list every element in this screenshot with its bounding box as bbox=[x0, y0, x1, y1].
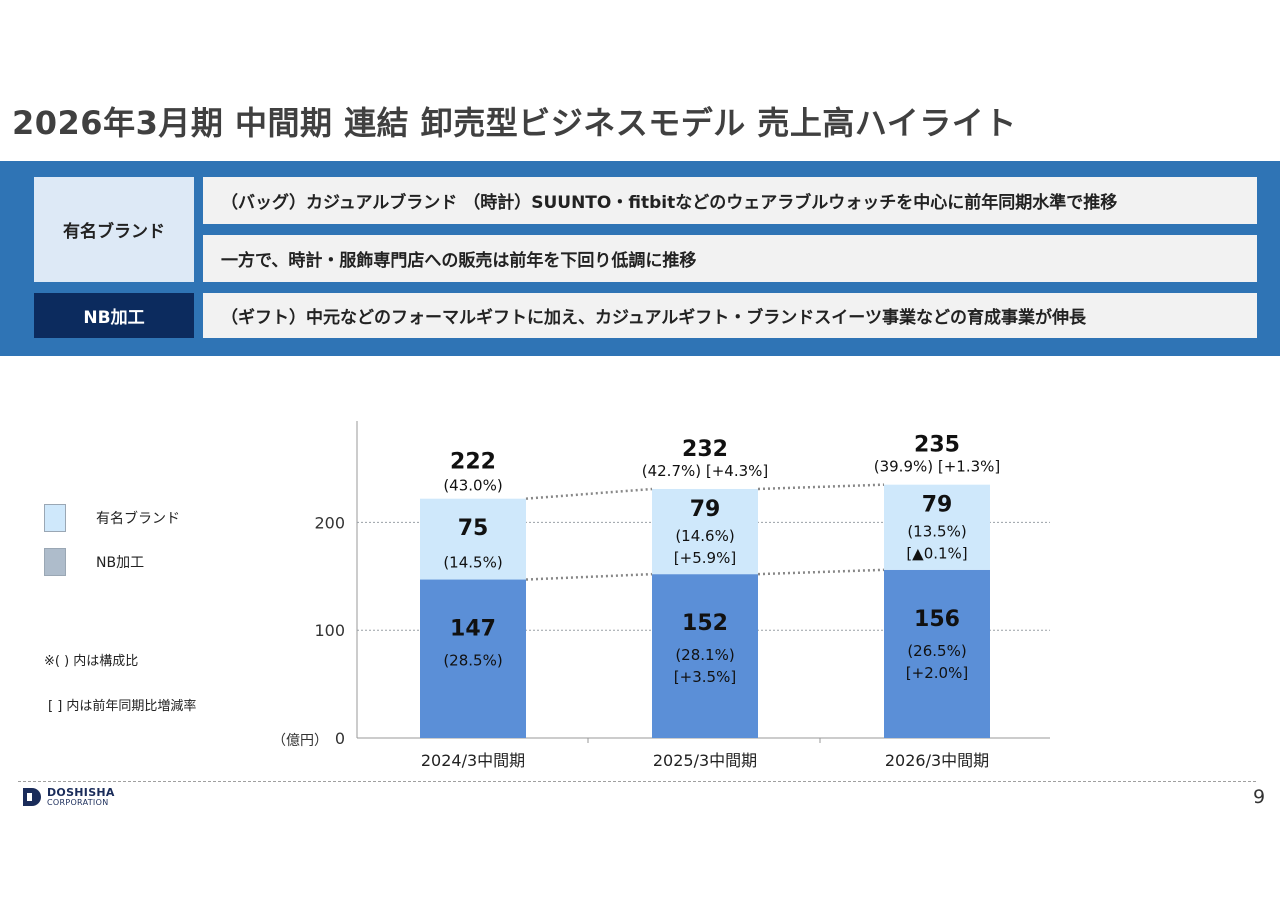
legend-nb: NB加工 bbox=[44, 548, 144, 576]
logo-mark-icon bbox=[23, 788, 41, 806]
page-title: 2026年3月期 中間期 連結 卸売型ビジネスモデル 売上高ハイライト bbox=[12, 104, 1017, 142]
brand-share-label: (14.5%) bbox=[443, 553, 502, 571]
bar-brand bbox=[420, 498, 526, 580]
summary-panel: 有名ブランド （バッグ）カジュアルブランド （時計）SUUNTO・fitbitな… bbox=[0, 161, 1280, 356]
total-share-label: (43.0%) bbox=[443, 477, 502, 495]
summary-row-1: （バッグ）カジュアルブランド （時計）SUUNTO・fitbitなどのウェアラブ… bbox=[203, 177, 1257, 224]
y-tick-label: 0 bbox=[335, 729, 345, 748]
brand-value-label: 79 bbox=[690, 497, 721, 522]
bar-nb bbox=[420, 579, 526, 738]
nb-label: NB加工 bbox=[34, 293, 194, 338]
y-axis-unit-label: （億円） bbox=[272, 733, 328, 749]
bar-nb bbox=[884, 569, 990, 738]
total-value-label: 232 bbox=[682, 437, 728, 462]
total-value-label: 222 bbox=[450, 450, 496, 475]
nb-connector-line bbox=[525, 572, 653, 581]
legend-nb-swatch bbox=[44, 548, 66, 576]
nb-value-label: 156 bbox=[914, 607, 960, 632]
note-growth: [ ] 内は前年同期比増減率 bbox=[48, 699, 197, 714]
bar-nb bbox=[652, 574, 758, 738]
summary-row-2: 一方で、時計・服飾専門店への販売は前年を下回り低調に推移 bbox=[203, 235, 1257, 282]
nb-share-label: (26.5%) bbox=[907, 642, 966, 660]
bar-brand bbox=[652, 488, 758, 575]
summary-row-3: （ギフト）中元などのフォーマルギフトに加え、カジュアルギフト・ブランドスイーツ事… bbox=[203, 293, 1257, 338]
nb-share-label: (28.5%) bbox=[443, 652, 502, 670]
legend-nb-label: NB加工 bbox=[96, 555, 145, 571]
legend-brand-label: 有名ブランド bbox=[96, 511, 180, 527]
note-share: ※( ) 内は構成比 bbox=[44, 654, 139, 669]
brand-value-label: 79 bbox=[922, 493, 953, 518]
legend-brand: 有名ブランド bbox=[44, 504, 180, 532]
total-connector-line bbox=[525, 487, 653, 500]
nb-connector-line bbox=[757, 568, 885, 576]
nb-value-label: 152 bbox=[682, 611, 728, 636]
x-category-label: 2024/3中間期 bbox=[421, 751, 525, 770]
brand-growth-label: [+5.9%] bbox=[674, 549, 736, 567]
bar-brand bbox=[884, 484, 990, 570]
y-tick-label: 200 bbox=[314, 513, 345, 532]
logo-text: DOSHISHA bbox=[47, 785, 115, 799]
page-number: 9 bbox=[1253, 786, 1266, 808]
nb-growth-label: [+3.5%] bbox=[674, 668, 736, 686]
total-share-growth-label: (42.7%) [+4.3%] bbox=[642, 462, 769, 480]
brand-growth-label: [▲0.1%] bbox=[906, 545, 967, 563]
nb-share-label: (28.1%) bbox=[675, 646, 734, 664]
brand-share-label: (14.6%) bbox=[675, 527, 734, 545]
total-share-growth-label: (39.9%) [+1.3%] bbox=[874, 458, 1001, 476]
brand-value-label: 75 bbox=[458, 516, 489, 541]
x-category-label: 2025/3中間期 bbox=[653, 751, 757, 770]
total-value-label: 235 bbox=[914, 433, 960, 458]
brand-share-label: (13.5%) bbox=[907, 523, 966, 541]
legend-brand-swatch bbox=[44, 504, 66, 532]
total-connector-line bbox=[757, 483, 885, 491]
logo-subtext: CORPORATION bbox=[47, 797, 109, 807]
y-tick-label: 100 bbox=[314, 621, 345, 640]
footer-divider bbox=[18, 781, 1256, 782]
x-category-label: 2026/3中間期 bbox=[885, 751, 989, 770]
company-logo: DOSHISHA CORPORATION bbox=[22, 786, 115, 808]
nb-value-label: 147 bbox=[450, 617, 496, 642]
nb-growth-label: [+2.0%] bbox=[906, 664, 968, 682]
brand-label: 有名ブランド bbox=[34, 177, 194, 282]
